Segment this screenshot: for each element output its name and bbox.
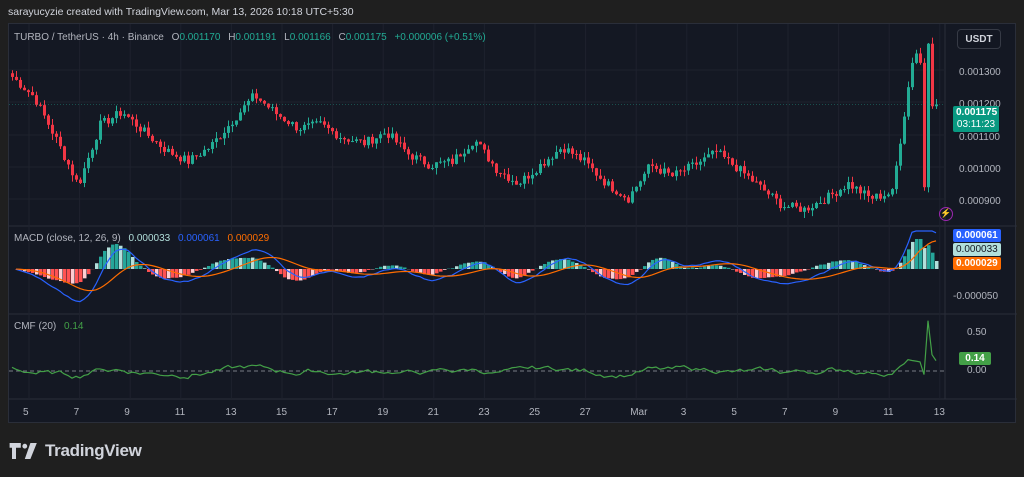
price-label: 0.001000	[959, 164, 1001, 175]
currency-button[interactable]: USDT	[957, 29, 1001, 49]
time-axis-label: 13	[933, 407, 945, 418]
time-axis-label: 9	[832, 407, 839, 418]
cmf-value: 0.14	[64, 321, 84, 332]
time-axis-label: Mar	[630, 407, 648, 418]
cmf-value-tag: 0.14	[959, 352, 991, 365]
bar-countdown: 03:11:23	[956, 119, 996, 130]
tradingview-logo: TradingView	[9, 441, 142, 461]
time-axis-label: 11	[174, 407, 186, 418]
time-axis-label: 13	[225, 407, 237, 418]
time-axis-label: 5	[23, 407, 29, 418]
open-value: 0.001170	[179, 32, 221, 43]
price-label: 0.001200	[959, 99, 1001, 110]
change-value: +0.000006 (+0.51%)	[394, 32, 486, 43]
price-label: 0.001300	[959, 67, 1001, 78]
time-axis-label: 7	[782, 407, 788, 418]
cmf-legend: CMF (20) 0.14	[14, 321, 88, 332]
chart-credit: sarayucyzie created with TradingView.com…	[8, 6, 354, 18]
low-value: 0.001166	[289, 32, 331, 43]
cmf-title: CMF (20)	[14, 321, 57, 332]
close-value: 0.001175	[345, 32, 387, 43]
macd-title: MACD (close, 12, 26, 9)	[14, 233, 121, 244]
cmf-axis-label: 0.50	[967, 327, 987, 338]
time-axis-label: 5	[731, 407, 737, 418]
cmf-axis-label: 0.00	[967, 365, 987, 376]
macd-histogram-value: 0.000033	[128, 233, 171, 244]
time-axis-label: 17	[326, 407, 338, 418]
current-price-tag: 0.001175 03:11:23	[953, 106, 999, 132]
macd-signal-tag: 0.000029	[953, 257, 1001, 270]
macd-line-tag: 0.000061	[953, 229, 1001, 242]
macd-histogram-tag: 0.000033	[953, 243, 1001, 256]
time-axis-label: 21	[427, 407, 439, 418]
time-axis-label: 15	[276, 407, 288, 418]
chart-canvas[interactable]	[9, 24, 1017, 424]
time-axis-label: 7	[73, 407, 80, 418]
macd-signal-value: 0.000029	[227, 233, 270, 244]
high-value: 0.001191	[235, 32, 277, 43]
time-axis-label: 19	[377, 407, 389, 418]
time-axis-label: 25	[529, 407, 541, 418]
tradingview-logo-icon	[9, 443, 37, 459]
time-axis-label: 9	[124, 407, 130, 418]
symbol-title: TURBO / TetherUS · 4h · Binance	[14, 32, 164, 43]
time-axis-label: 23	[478, 407, 490, 418]
macd-legend: MACD (close, 12, 26, 9) 0.000033 0.00006…	[14, 233, 274, 244]
lightning-event-icon[interactable]: ⚡	[939, 207, 953, 221]
time-axis-label: 3	[680, 407, 687, 418]
macd-line-value: 0.000061	[178, 233, 220, 244]
brand-name: TradingView	[45, 441, 142, 460]
time-axis-label: 27	[579, 407, 591, 418]
macd-axis-label: -0.000050	[953, 291, 999, 302]
price-label: 0.000900	[959, 196, 1001, 207]
price-label: 0.001100	[959, 132, 1000, 143]
time-axis-label: 11	[883, 407, 894, 418]
chart-frame[interactable]: TURBO / TetherUS · 4h · Binance O0.00117…	[8, 23, 1017, 424]
symbol-legend: TURBO / TetherUS · 4h · Binance O0.00117…	[14, 32, 486, 43]
